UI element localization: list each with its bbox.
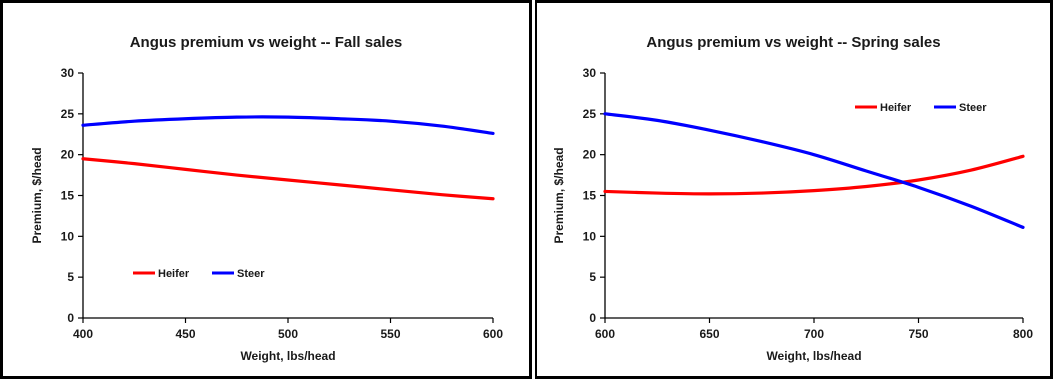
y-tick-label: 15	[61, 189, 75, 203]
x-tick-label: 650	[699, 327, 719, 341]
series-line-heifer	[81, 157, 495, 201]
y-tick-label: 30	[61, 66, 75, 80]
x-tick-label: 500	[278, 327, 298, 341]
y-tick-label: 0	[589, 311, 596, 325]
legend-label-steer: Steer	[237, 268, 265, 280]
x-axis-label: Weight, lbs/head	[240, 349, 335, 363]
chart-panel-spring: Angus premium vs weight -- Spring sales 0…	[535, 0, 1053, 379]
y-tick-label: 20	[61, 148, 75, 162]
x-tick-label: 600	[595, 327, 615, 341]
x-tick-label: 550	[380, 327, 400, 341]
y-tick-label: 10	[61, 229, 75, 243]
series-line-steer	[603, 112, 1025, 229]
x-tick-label: 750	[908, 327, 928, 341]
x-tick-label: 800	[1013, 327, 1033, 341]
y-tick-label: 25	[583, 107, 597, 121]
legend-label-steer: Steer	[959, 102, 987, 114]
chart-title: Angus premium vs weight -- Fall sales	[130, 34, 403, 51]
y-tick-label: 5	[589, 270, 596, 284]
legend-label-heifer: Heifer	[158, 268, 190, 280]
x-tick-label: 600	[483, 327, 503, 341]
y-tick-label: 15	[583, 189, 597, 203]
series-line-steer	[81, 115, 495, 136]
y-tick-label: 0	[67, 311, 74, 325]
chart-fall-svg: Angus premium vs weight -- Fall sales 0 5 1…	[30, 34, 503, 363]
y-tick-label: 25	[61, 107, 75, 121]
y-tick-label: 20	[583, 148, 597, 162]
y-tick-label: 5	[67, 270, 74, 284]
series-line-heifer	[603, 154, 1025, 196]
y-axis-label: Premium, $/head	[552, 147, 566, 243]
legend-label-heifer: Heifer	[880, 102, 912, 114]
x-tick-label: 700	[804, 327, 824, 341]
y-axis-label: Premium, $/head	[30, 147, 44, 243]
x-tick-label: 450	[175, 327, 195, 341]
chart-title: Angus premium vs weight -- Spring sales	[646, 34, 940, 51]
chart-spring-svg: Angus premium vs weight -- Spring sales 0…	[552, 34, 1033, 363]
y-tick-label: 30	[583, 66, 597, 80]
x-tick-label: 400	[73, 327, 93, 341]
x-axis-label: Weight, lbs/head	[766, 349, 861, 363]
chart-panel-fall: Angus premium vs weight -- Fall sales 0 5 1…	[0, 0, 532, 379]
y-tick-label: 10	[583, 229, 597, 243]
